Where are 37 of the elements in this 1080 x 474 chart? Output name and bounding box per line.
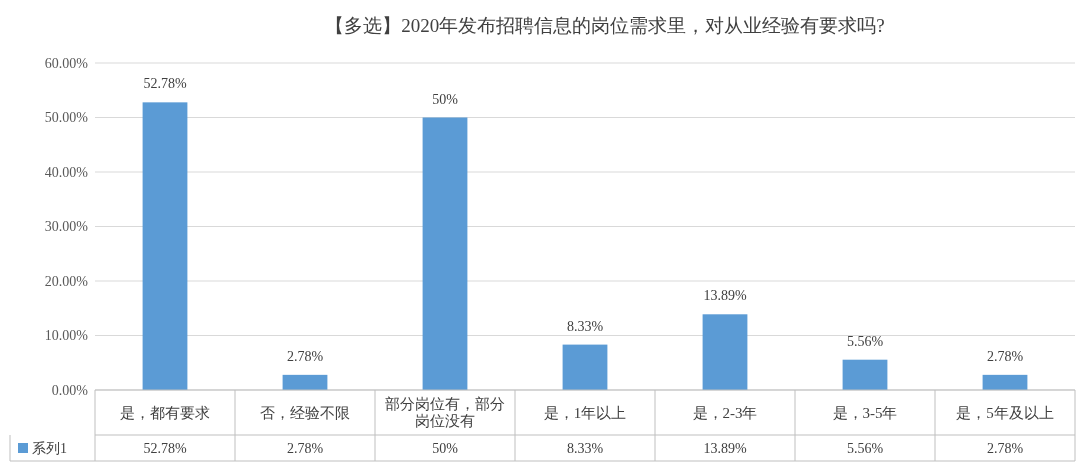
- bar: [562, 344, 608, 390]
- bar: [422, 117, 468, 390]
- chart-title: 【多选】2020年发布招聘信息的岗位需求里，对从业经验有要求吗?: [325, 15, 885, 36]
- data-label: 13.89%: [703, 440, 747, 456]
- x-tick-label: 是，3-5年: [832, 404, 898, 421]
- text: 50%: [432, 91, 458, 107]
- legend-label: 系列1: [32, 440, 67, 456]
- y-tick-label: 60.00%: [44, 55, 89, 71]
- text: 13.89%: [703, 288, 747, 304]
- x-tick-label: 是，2-3年: [692, 404, 758, 421]
- x-tick-label: 是，5年及以上: [956, 404, 1054, 421]
- data-label: 50%: [432, 440, 459, 456]
- bar: [142, 102, 188, 390]
- y-tick-label: 10.00%: [44, 328, 89, 344]
- text: 5.56%: [846, 333, 884, 349]
- y-tick-label: 30.00%: [44, 219, 89, 235]
- text: 2.78%: [286, 348, 324, 364]
- bar: [842, 359, 888, 390]
- data-label: 8.33%: [566, 440, 604, 456]
- y-tick-label: 40.00%: [44, 164, 89, 180]
- y-tick-label: 20.00%: [44, 273, 89, 289]
- data-label: 2.78%: [986, 440, 1024, 456]
- y-tick-label: 0.00%: [51, 382, 89, 398]
- text: 8.33%: [566, 318, 604, 334]
- x-tick-label: 部分岗位有，部分岗位没有: [385, 396, 505, 430]
- x-tick-label: 是，都有要求: [120, 404, 210, 421]
- bar: [282, 374, 328, 390]
- data-label: 2.78%: [286, 440, 324, 456]
- x-tick-label: 否，经验不限: [260, 404, 350, 421]
- x-tick-label: 是，1年以上: [543, 404, 627, 421]
- text: 2.78%: [986, 348, 1024, 364]
- bar: [702, 314, 748, 390]
- text: 52.78%: [143, 76, 187, 92]
- bar: [982, 374, 1028, 390]
- y-tick-label: 50.00%: [44, 110, 89, 126]
- data-label: 5.56%: [846, 440, 884, 456]
- data-label: 52.78%: [143, 440, 187, 456]
